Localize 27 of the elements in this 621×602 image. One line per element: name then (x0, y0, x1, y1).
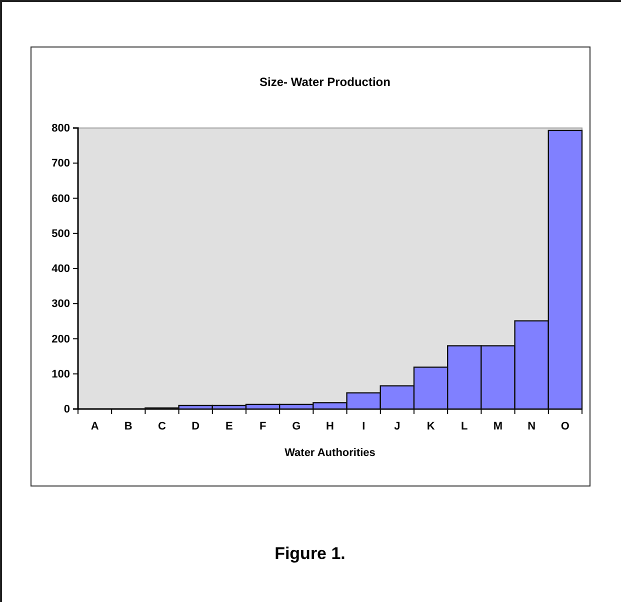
x-tick-label: F (259, 420, 266, 433)
y-tick-label: 300 (52, 298, 70, 310)
y-tick-label: 400 (52, 263, 70, 276)
y-tick-label: 600 (52, 192, 70, 205)
x-tick-label: G (292, 420, 301, 433)
x-tick-label: C (158, 420, 166, 433)
x-tick-label: J (394, 420, 400, 433)
x-axis-title: Water Authorities (284, 447, 376, 459)
y-tick-label: 800 (52, 122, 70, 135)
x-tick-label: H (326, 420, 334, 433)
x-tick-label: B (124, 420, 132, 433)
x-tick-label: N (528, 420, 536, 433)
y-tick-label: 500 (52, 228, 70, 240)
caption: Figure 1. (274, 544, 346, 563)
x-tick-label: L (461, 420, 468, 433)
x-tick-label: D (192, 420, 200, 433)
x-tick-label: M (493, 420, 503, 433)
x-tick-label: K (426, 420, 435, 433)
chart-title: Size- Water Production (260, 75, 390, 89)
x-tick-label: E (226, 420, 233, 433)
x-tick-label: O (560, 420, 570, 433)
x-tick-label: A (90, 420, 99, 433)
y-tick-label: 700 (52, 158, 70, 170)
y-tick-label: 200 (52, 333, 70, 346)
y-tick-label: 0 (64, 404, 70, 416)
x-tick-label: I (362, 420, 366, 433)
y-tick-label: 100 (52, 368, 70, 380)
